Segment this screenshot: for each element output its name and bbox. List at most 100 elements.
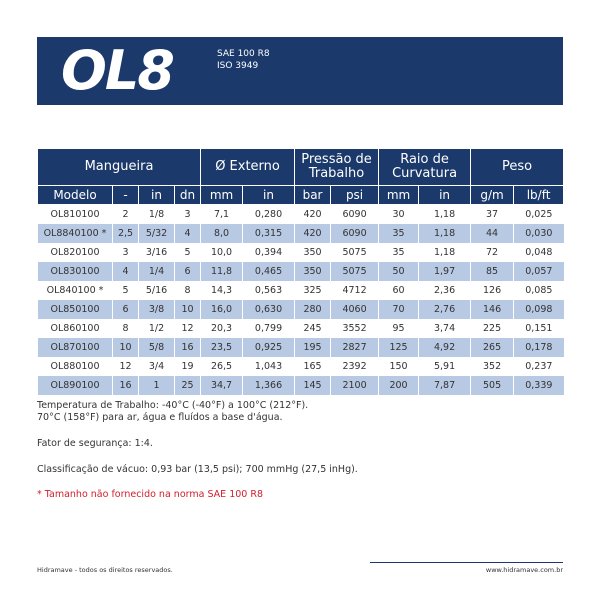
table-row: OL850100 6 3/8 10 16,0 0,630 280 4060 70 2,76 146 0… (37, 300, 564, 319)
table-cell: 126 (470, 281, 514, 300)
table-row: OL860100 8 1/2 12 20,3 0,799 245 3552 95 3,74 225 0… (37, 319, 564, 338)
column-header: bar (294, 185, 332, 205)
website: www.hidramave.com.br (485, 566, 563, 574)
table-cell: 3 (112, 243, 139, 262)
standard: ISO 3949 (217, 61, 259, 71)
table-cell: OL860100 (37, 319, 113, 338)
table-cell: 37 (470, 204, 514, 224)
table-cell: 5/32 (138, 224, 175, 243)
spec-table: Mangueira Ø Externo Pressão de Trabalho Rai… (36, 148, 565, 395)
copyright: Hidramave - todos os direitos reservados… (37, 566, 173, 574)
table-cell: 6 (173, 262, 201, 281)
table-cell: OL8840100 * (37, 224, 113, 243)
table-cell: 6090 (330, 204, 379, 224)
note: Fator de segurança: 1:4. (37, 438, 153, 449)
table-cell: 420 (294, 204, 331, 224)
table-cell: 95 (378, 319, 419, 338)
table-cell: 6090 (330, 224, 379, 243)
table-cell: 265 (470, 338, 514, 357)
table-cell: 8,0 (200, 224, 243, 243)
group-row: Mangueira Ø Externo Pressão de Trabalho Rai… (36, 148, 565, 186)
table-cell: 0,057 (513, 262, 564, 281)
table-cell: 420 (294, 224, 331, 243)
table-cell: 1 (138, 376, 175, 395)
table-cell: OL830100 (37, 262, 113, 281)
table-cell: 2,36 (418, 281, 471, 300)
table-row: OL820100 3 3/16 5 10,0 0,394 350 5075 35 1,18 72 0,… (37, 243, 564, 262)
table-cell: 10,0 (200, 243, 243, 262)
table-cell: 7,1 (200, 204, 243, 224)
table-cell: 5075 (330, 262, 379, 281)
table-cell: 150 (378, 357, 419, 376)
table-cell: 20,3 (200, 319, 243, 338)
column-header: in (418, 185, 472, 205)
table-cell: OL820100 (37, 243, 113, 262)
table-cell: 3/16 (138, 243, 175, 262)
table-cell: 50 (378, 262, 419, 281)
table-cell: 1/2 (138, 319, 175, 338)
table-cell: 225 (470, 319, 514, 338)
column-header: - (112, 185, 139, 205)
table-row: OL8840100 * 2,5 5/32 4 8,0 0,315 420 6090 35 1,18… (37, 224, 564, 243)
column-header: in (242, 185, 296, 205)
table-cell: 1/8 (138, 204, 175, 224)
table-cell: 1/4 (138, 262, 175, 281)
table-cell: 10 (112, 338, 139, 357)
table-cell: 7,87 (418, 376, 471, 395)
table-cell: 26,5 (200, 357, 243, 376)
table-cell: 4 (112, 262, 139, 281)
group-header: Peso (470, 148, 565, 186)
table-cell: 4060 (330, 300, 379, 319)
column-header: mm (200, 185, 244, 205)
table-cell: 3 (173, 204, 201, 224)
table-cell: 5 (173, 243, 201, 262)
table-cell: 35 (378, 243, 419, 262)
table-cell: 2392 (330, 357, 379, 376)
footer-rule (370, 562, 563, 563)
column-row: Modelo - in dn mm in bar psi mm in g/m lb/ft (37, 185, 565, 205)
table-cell: 3,74 (418, 319, 471, 338)
table-cell: 4712 (330, 281, 379, 300)
table-cell: 0,178 (513, 338, 564, 357)
table-cell: OL880100 (37, 357, 113, 376)
table-cell: OL850100 (37, 300, 113, 319)
table-cell: 35 (378, 224, 419, 243)
standard: SAE 100 R8 (217, 49, 270, 59)
table-cell: 11,8 (200, 262, 243, 281)
table-cell: 10 (173, 300, 201, 319)
column-header: in (138, 185, 175, 205)
table-row: OL810100 2 1/8 3 7,1 0,280 420 6090 30 1,18 37 0,02… (37, 204, 564, 224)
warning: * Tamanho não fornecido na norma SAE 100… (37, 489, 263, 500)
table-cell: 1,18 (418, 243, 471, 262)
table-cell: 0,925 (242, 338, 295, 357)
table-cell: 72 (470, 243, 514, 262)
table-cell: 165 (294, 357, 331, 376)
table-row: OL870100 10 5/8 16 23,5 0,925 195 2827 125 4,92 26… (37, 338, 564, 357)
group-header: Raio de Curvatura (378, 148, 472, 186)
table-row: OL840100 * 5 5/16 8 14,3 0,563 325 4712 60 2,36 12… (37, 281, 564, 300)
table-cell: 4,92 (418, 338, 471, 357)
table-cell: OL840100 * (37, 281, 113, 300)
table-cell: 3/4 (138, 357, 175, 376)
table-cell: 0,030 (513, 224, 564, 243)
table-cell: 44 (470, 224, 514, 243)
table-cell: 2,76 (418, 300, 471, 319)
table-head: Mangueira Ø Externo Pressão de Trabalho Rai… (36, 148, 565, 205)
column-header: dn (173, 185, 202, 205)
table-cell: 1,18 (418, 204, 471, 224)
table-cell: OL810100 (37, 204, 113, 224)
table-cell: 85 (470, 262, 514, 281)
table-cell: 1,18 (418, 224, 471, 243)
note: Temperatura de Trabalho: -40°C (-40°F) a… (37, 400, 309, 411)
table-cell: 60 (378, 281, 419, 300)
table-cell: 5 (112, 281, 139, 300)
table-cell: 0,280 (242, 204, 295, 224)
table-cell: 3/8 (138, 300, 175, 319)
table-cell: 505 (470, 376, 514, 395)
table-cell: 5075 (330, 243, 379, 262)
table-cell: 0,339 (513, 376, 564, 395)
table-cell: 352 (470, 357, 514, 376)
table-cell: 200 (378, 376, 419, 395)
table-cell: 5/8 (138, 338, 175, 357)
